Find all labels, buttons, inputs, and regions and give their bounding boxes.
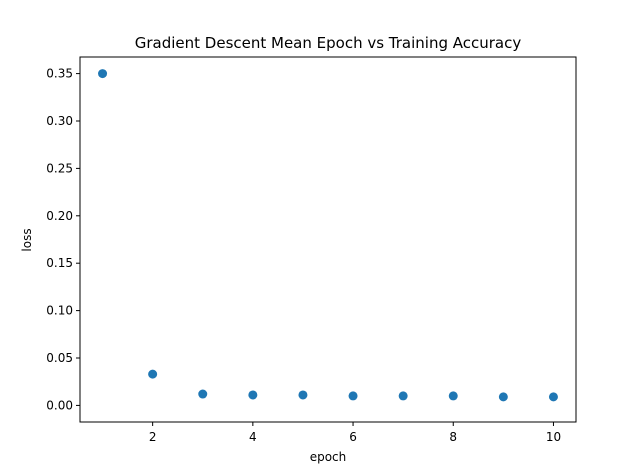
y-tick-label: 0.05 [46, 351, 73, 365]
y-axis: 0.00 0.05 0.10 0.15 0.20 0.25 0.30 0.35 [46, 67, 80, 412]
data-point [198, 389, 208, 399]
y-tick-label: 0.20 [46, 209, 73, 223]
y-tick-label: 0.15 [46, 256, 73, 270]
data-point [348, 391, 358, 401]
data-point [398, 391, 408, 401]
y-tick-label: 0.00 [46, 398, 73, 412]
axes-frame [79, 56, 577, 423]
y-tick-label: 0.35 [46, 67, 73, 81]
x-tick-label: 8 [449, 430, 457, 444]
data-point [98, 69, 108, 79]
plot-area [98, 69, 558, 402]
x-tick-label: 4 [249, 430, 257, 444]
y-axis-label: loss [20, 228, 34, 251]
y-tick-label: 0.10 [46, 304, 73, 318]
x-tick-label: 2 [149, 430, 157, 444]
chart-title: Gradient Descent Mean Epoch vs Training … [135, 34, 522, 52]
x-axis: 2 4 6 8 10 [149, 422, 561, 444]
x-tick-label: 6 [349, 430, 357, 444]
data-point [248, 390, 258, 400]
data-point [448, 391, 458, 401]
y-tick-label: 0.30 [46, 114, 73, 128]
data-point [548, 392, 558, 402]
x-tick-label: 10 [546, 430, 561, 444]
x-axis-label: epoch [310, 450, 347, 464]
data-point [148, 369, 158, 379]
data-point [498, 392, 508, 402]
y-tick-label: 0.25 [46, 161, 73, 175]
data-point [298, 390, 308, 400]
